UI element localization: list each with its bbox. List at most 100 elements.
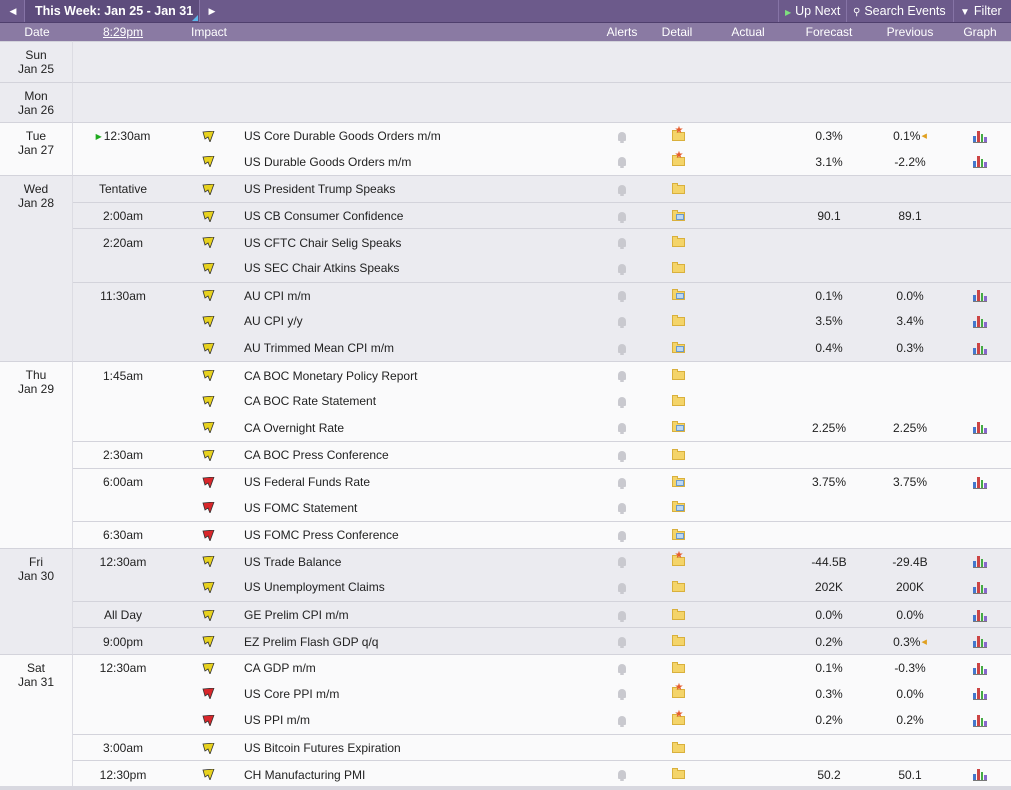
alert-cell[interactable] [612,735,632,762]
alert-cell[interactable] [612,308,632,335]
bell-icon[interactable] [618,770,626,782]
event-row[interactable]: 11:30am AU CPI m/m 0.1% 0.0% [0,281,1011,310]
folder-icon[interactable] [671,580,685,592]
detail-cell[interactable] [667,255,689,282]
bell-icon[interactable] [618,371,626,383]
folder-icon[interactable] [671,635,685,647]
bell-icon[interactable] [618,637,626,649]
detail-cell[interactable] [667,681,689,708]
event-name[interactable]: CH Manufacturing PMI [244,767,366,782]
detail-cell[interactable] [667,522,689,549]
graph-cell[interactable] [968,681,992,708]
graph-cell[interactable] [968,761,992,788]
event-row[interactable]: AU Trimmed Mean CPI m/m 0.4% 0.3% [0,334,1011,362]
alert-cell[interactable] [612,549,632,576]
event-row[interactable]: CA Overnight Rate 2.25% 2.25% [0,414,1011,442]
event-row[interactable]: 1:45am CA BOC Monetary Policy Report [0,361,1011,389]
bell-icon[interactable] [618,423,626,435]
detail-cell[interactable] [667,442,689,469]
revised-icon[interactable]: ◀ [921,133,927,141]
alert-cell[interactable] [612,469,632,496]
detail-cell[interactable] [667,735,689,762]
detail-cell[interactable] [667,628,689,655]
bell-icon[interactable] [618,503,626,515]
detail-cell[interactable] [667,761,689,788]
event-name[interactable]: US Trade Balance [244,554,342,569]
alert-cell[interactable] [612,149,632,176]
event-row[interactable]: All Day GE Prelim CPI m/m 0.0% 0.0% [0,600,1011,629]
event-row[interactable]: 6:30am US FOMC Press Conference [0,521,1011,549]
event-row[interactable]: 9:00pm EZ Prelim Flash GDP q/q 0.2% 0.3% ◀ [0,627,1011,655]
bell-icon[interactable] [618,715,626,727]
graph-cell[interactable] [968,628,992,655]
bar-chart-icon[interactable] [973,609,987,622]
event-name[interactable]: CA Overnight Rate [244,420,345,435]
bell-icon[interactable] [618,557,626,569]
previous-week-button[interactable]: ◀ [2,0,24,22]
event-row[interactable]: US FOMC Statement [0,494,1011,521]
bell-icon[interactable] [618,263,626,275]
detail-cell[interactable] [667,362,689,389]
folder-note-icon[interactable] [671,475,685,487]
folder-star-icon[interactable] [671,551,685,567]
event-name[interactable]: US SEC Chair Atkins Speaks [244,261,400,276]
event-name[interactable]: US Core PPI m/m [244,686,340,701]
alert-cell[interactable] [612,655,632,682]
bell-icon[interactable] [618,211,626,223]
graph-cell[interactable] [968,149,992,176]
bar-chart-icon[interactable] [973,581,987,594]
bell-icon[interactable] [618,184,626,196]
alert-cell[interactable] [612,761,632,788]
detail-cell[interactable] [667,308,689,335]
event-name[interactable]: AU CPI y/y [244,314,303,329]
graph-cell[interactable] [968,203,992,230]
folder-icon[interactable] [671,261,685,273]
folder-star-icon[interactable] [671,151,685,167]
folder-note-icon[interactable] [671,341,685,353]
graph-cell[interactable] [968,388,992,415]
bar-chart-icon[interactable] [973,476,987,489]
graph-cell[interactable] [968,255,992,282]
event-name[interactable]: US PPI m/m [244,713,311,728]
folder-note-icon[interactable] [671,528,685,540]
bar-chart-icon[interactable] [973,155,987,169]
event-row[interactable]: US SEC Chair Atkins Speaks [0,255,1011,282]
graph-cell[interactable] [968,283,992,310]
detail-cell[interactable] [667,388,689,415]
bell-icon[interactable] [618,582,626,594]
alert-cell[interactable] [612,442,632,469]
bar-chart-icon[interactable] [973,635,987,649]
detail-cell[interactable] [667,176,689,203]
graph-cell[interactable] [968,494,992,521]
graph-cell[interactable] [968,415,992,442]
event-name[interactable]: GE Prelim CPI m/m [244,608,349,623]
graph-cell[interactable] [968,735,992,762]
event-name[interactable]: EZ Prelim Flash GDP q/q [244,634,379,649]
event-row[interactable]: AU CPI y/y 3.5% 3.4% [0,308,1011,335]
event-row[interactable]: 2:00am US CB Consumer Confidence 90.1 89.1 [0,201,1011,230]
detail-cell[interactable] [667,335,689,362]
bar-chart-icon[interactable] [973,714,987,727]
bell-icon[interactable] [618,663,626,675]
graph-cell[interactable] [968,123,992,150]
graph-cell[interactable] [968,229,992,256]
col-current-time[interactable]: 8:29pm [102,25,144,39]
detail-cell[interactable] [667,574,689,601]
event-name[interactable]: US FOMC Press Conference [244,528,399,543]
bar-chart-icon[interactable] [973,662,987,675]
folder-icon[interactable] [671,314,685,326]
filter-button[interactable]: ▼ Filter [953,0,1011,22]
event-name[interactable]: US Unemployment Claims [244,580,385,595]
event-name[interactable]: AU CPI m/m [244,288,311,303]
event-row[interactable]: ▶ 12:30am US Core Durable Goods Orders m/m… [0,122,1011,150]
folder-icon[interactable] [671,369,685,381]
folder-icon[interactable] [671,448,685,460]
bell-icon[interactable] [618,689,626,701]
alert-cell[interactable] [612,707,632,734]
event-name[interactable]: US FOMC Statement [244,500,358,515]
event-name[interactable]: US CB Consumer Confidence [244,209,404,224]
event-row[interactable]: US PPI m/m 0.2% 0.2% [0,707,1011,734]
alert-cell[interactable] [612,255,632,282]
bar-chart-icon[interactable] [973,289,987,303]
bell-icon[interactable] [618,343,626,355]
